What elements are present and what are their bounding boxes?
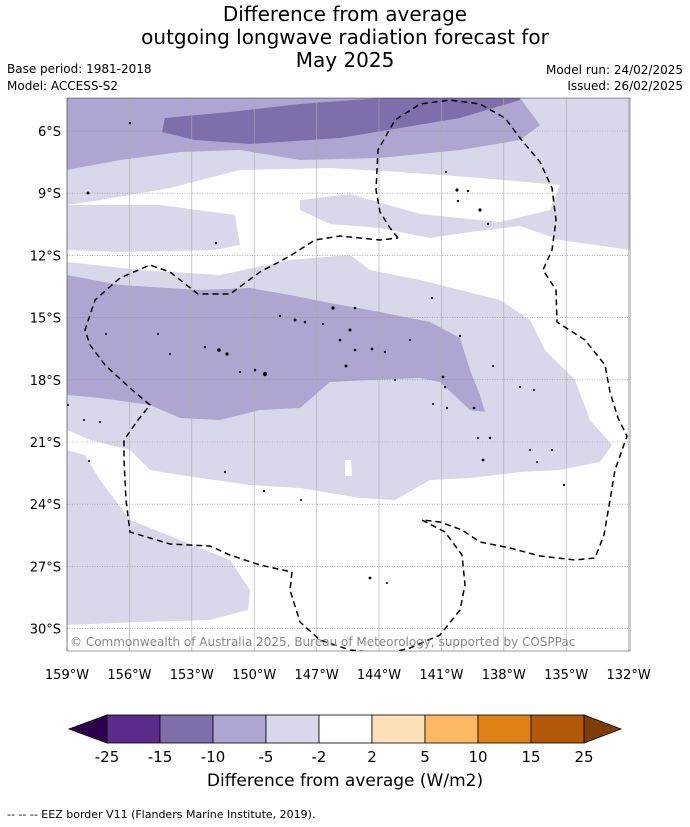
lat-label: 9°S [38,187,61,202]
islands [67,121,566,584]
lon-label: 153°W [170,668,214,683]
issued-date: Issued: 26/02/2025 [567,79,683,93]
title-line-2: outgoing longwave radiation forecast for [141,25,549,49]
lon-label: 156°W [107,668,151,683]
model-name: Model: ACCESS-S2 [7,79,119,93]
anomaly-field [67,98,630,651]
eez-border [84,99,628,651]
eez-legend-note: -- -- -- EEZ border V11 (Flanders Marine… [7,808,316,821]
colorbar-tick-label: 25 [574,748,593,766]
colorbar-swatch [265,714,320,744]
colorbar: -25 -15 -10 -5 -2 2 5 10 15 25 [67,714,623,766]
colorbar-over-arrow [583,714,623,744]
lon-label: 141°W [419,668,463,683]
lat-label: 12°S [30,249,61,264]
lat-label: 15°S [30,312,61,327]
latitude-labels: 6°S 9°S 12°S 15°S 18°S 21°S 24°S 27°S 30°S [30,125,61,638]
colorbar-tick-label: -10 [201,748,226,766]
colorbar-title: Difference from average (W/m2) [206,771,484,791]
longitude-labels: 159°W 156°W 153°W 150°W 147°W 144°W 141°W 138°W… [45,668,651,683]
copyright-notice: © Commonwealth of Australia 2025, Bureau… [70,635,575,649]
colorbar-tick-label: -5 [259,748,274,766]
lon-label: 147°W [295,668,339,683]
contour-white-patch [345,460,352,476]
lon-label: 159°W [45,668,89,683]
colorbar-under-arrow [67,714,108,744]
lon-label: 150°W [232,668,276,683]
lat-label: 21°S [30,436,61,451]
contour-light-west [67,205,240,252]
colorbar-tick-label: 15 [521,748,540,766]
title-line-3: May 2025 [295,48,395,72]
lon-label: 132°W [607,668,651,683]
lat-label: 18°S [30,374,61,389]
base-period: Base period: 1981-2018 [7,62,152,76]
colorbar-swatch [477,714,532,744]
colorbar-swatch [371,714,426,744]
colorbar-swatch [106,714,161,744]
colorbar-swatch [212,714,267,744]
contour-dark-north [162,98,520,144]
colorbar-tick-label: -25 [95,748,120,766]
lat-label: 27°S [30,560,61,575]
colorbar-tick-label: -2 [312,748,327,766]
lon-label: 144°W [357,668,401,683]
model-run: Model run: 24/02/2025 [545,63,683,77]
lat-label: 30°S [30,623,61,638]
colorbar-swatch [424,714,479,744]
title-line-1: Difference from average [222,2,468,26]
colorbar-tick-label: 5 [420,748,430,766]
colorbar-tick-label: 10 [468,748,487,766]
lon-label: 138°W [482,668,526,683]
map-frame [66,97,631,652]
contour-medium-central [67,275,485,420]
colorbar-tick-label: -15 [148,748,173,766]
colorbar-swatch [159,714,214,744]
contour-light-southwest [67,450,250,625]
lat-label: 6°S [38,125,61,140]
colorbar-swatch [318,714,373,744]
colorbar-tick-label: 2 [367,748,377,766]
lon-label: 135°W [544,668,588,683]
lat-label: 24°S [30,498,61,513]
colorbar-swatch [530,714,585,744]
